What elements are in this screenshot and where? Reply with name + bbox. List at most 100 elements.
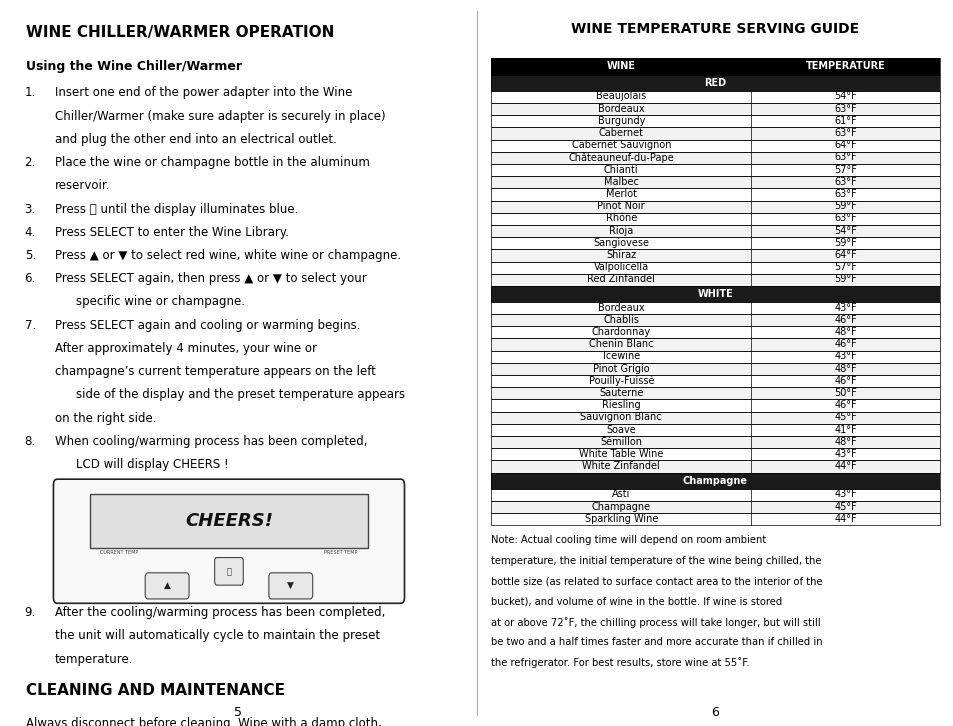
Bar — [491, 351, 939, 363]
Text: 4.: 4. — [25, 226, 35, 239]
Text: WINE CHILLER/WARMER OPERATION: WINE CHILLER/WARMER OPERATION — [26, 25, 335, 41]
Bar — [491, 200, 939, 213]
Bar — [491, 399, 939, 412]
Bar — [491, 326, 939, 338]
Text: 44°F: 44°F — [833, 514, 856, 523]
Text: Always disconnect before cleaning. Wipe with a damp cloth,: Always disconnect before cleaning. Wipe … — [26, 717, 381, 726]
Bar — [491, 513, 939, 525]
Text: 8.: 8. — [25, 435, 35, 448]
Text: Note: Actual cooling time will depend on room ambient: Note: Actual cooling time will depend on… — [491, 535, 766, 545]
Text: After the cooling/warming process has been completed,: After the cooling/warming process has be… — [55, 606, 385, 619]
Bar — [491, 314, 939, 326]
Bar — [491, 473, 939, 489]
Text: 5: 5 — [234, 706, 242, 719]
Text: 59°F: 59°F — [833, 274, 856, 285]
Bar — [491, 460, 939, 473]
Text: 5.: 5. — [25, 249, 35, 262]
Text: 54°F: 54°F — [833, 226, 856, 236]
Text: 61°F: 61°F — [833, 116, 856, 126]
Text: the refrigerator. For best results, store wine at 55˚F.: the refrigerator. For best results, stor… — [491, 657, 749, 668]
Text: 2.: 2. — [25, 156, 35, 169]
Text: 63°F: 63°F — [833, 152, 856, 163]
Bar — [491, 176, 939, 188]
Text: Cabernet: Cabernet — [598, 128, 643, 138]
Text: be two and a half times faster and more accurate than if chilled in: be two and a half times faster and more … — [491, 637, 822, 647]
Bar — [491, 314, 939, 326]
Text: the unit will automatically cycle to maintain the preset: the unit will automatically cycle to mai… — [55, 629, 379, 643]
Bar — [491, 412, 939, 424]
Text: at or above 72˚F, the chilling process will take longer, but will still: at or above 72˚F, the chilling process w… — [491, 616, 821, 627]
Bar — [491, 424, 939, 436]
Bar — [491, 213, 939, 225]
Text: 59°F: 59°F — [833, 201, 856, 211]
Text: 63°F: 63°F — [833, 213, 856, 224]
Text: Cabernet Sauvignon: Cabernet Sauvignon — [571, 140, 670, 150]
Text: TEMPERATURE: TEMPERATURE — [804, 62, 884, 71]
Text: CLEANING AND MAINTENANCE: CLEANING AND MAINTENANCE — [26, 683, 285, 698]
Text: 50°F: 50°F — [833, 388, 856, 398]
Bar — [491, 375, 939, 387]
Text: 63°F: 63°F — [833, 104, 856, 114]
Text: temperature, the initial temperature of the wine being chilled, the: temperature, the initial temperature of … — [491, 555, 821, 566]
Bar — [491, 286, 939, 302]
Bar — [491, 436, 939, 448]
Bar — [491, 115, 939, 127]
Text: ▲: ▲ — [164, 582, 171, 590]
Text: 63°F: 63°F — [833, 177, 856, 187]
Text: CURRENT TEMP: CURRENT TEMP — [100, 550, 138, 555]
Text: 3.: 3. — [25, 203, 35, 216]
Text: RED: RED — [703, 78, 726, 88]
Text: 64°F: 64°F — [833, 140, 856, 150]
Text: Chardonnay: Chardonnay — [591, 327, 650, 337]
Text: 46°F: 46°F — [833, 400, 856, 410]
FancyBboxPatch shape — [90, 494, 368, 548]
Text: on the right side.: on the right side. — [55, 412, 156, 425]
Text: Bordeaux: Bordeaux — [598, 303, 644, 313]
Text: ⏻: ⏻ — [226, 567, 232, 576]
Text: CHEERS!: CHEERS! — [185, 513, 273, 530]
Bar — [491, 261, 939, 274]
Bar — [491, 489, 939, 501]
Text: Rhône: Rhône — [605, 213, 637, 224]
Bar — [491, 424, 939, 436]
Text: 63°F: 63°F — [833, 128, 856, 138]
Text: 45°F: 45°F — [833, 412, 856, 423]
Bar — [491, 399, 939, 412]
Text: Shiraz: Shiraz — [605, 250, 636, 260]
Bar — [491, 274, 939, 286]
Bar — [491, 188, 939, 200]
Text: Chiller/Warmer (make sure adapter is securely in place): Chiller/Warmer (make sure adapter is sec… — [55, 110, 385, 123]
Text: Champagne: Champagne — [591, 502, 650, 512]
Text: Chablis: Chablis — [602, 315, 639, 325]
Text: Beaujolais: Beaujolais — [596, 91, 646, 102]
Bar — [491, 448, 939, 460]
Bar — [491, 139, 939, 152]
Text: temperature.: temperature. — [55, 653, 133, 666]
Text: White Table Wine: White Table Wine — [578, 449, 662, 459]
Bar — [491, 58, 939, 75]
Text: 48°F: 48°F — [833, 364, 856, 374]
Bar — [491, 302, 939, 314]
Text: 59°F: 59°F — [833, 238, 856, 248]
Text: side of the display and the preset temperature appears: side of the display and the preset tempe… — [76, 388, 405, 401]
Bar — [491, 274, 939, 286]
Text: After approximately 4 minutes, your wine or: After approximately 4 minutes, your wine… — [55, 342, 316, 355]
Text: 54°F: 54°F — [833, 91, 856, 102]
Bar — [491, 338, 939, 351]
Text: When cooling/warming process has been completed,: When cooling/warming process has been co… — [55, 435, 367, 448]
Bar — [491, 261, 939, 274]
Text: champagne’s current temperature appears on the left: champagne’s current temperature appears … — [55, 365, 375, 378]
Text: specific wine or champagne.: specific wine or champagne. — [76, 295, 245, 309]
Text: 48°F: 48°F — [833, 437, 856, 446]
Text: Valpolicella: Valpolicella — [593, 262, 648, 272]
Bar — [491, 501, 939, 513]
Bar — [491, 489, 939, 501]
Bar — [491, 152, 939, 164]
Text: Using the Wine Chiller/Warmer: Using the Wine Chiller/Warmer — [26, 60, 242, 73]
Bar — [491, 225, 939, 237]
Text: 43°F: 43°F — [833, 351, 856, 362]
Text: 7.: 7. — [25, 319, 35, 332]
Text: 6: 6 — [711, 706, 719, 719]
Bar — [491, 338, 939, 351]
Text: Asti: Asti — [612, 489, 630, 499]
